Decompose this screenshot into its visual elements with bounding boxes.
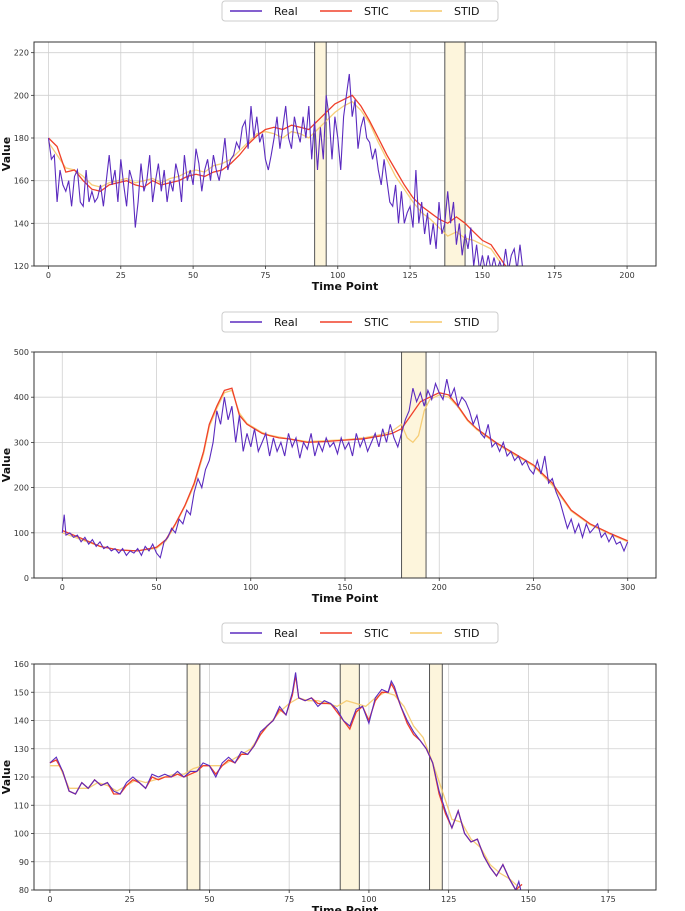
- y-tick-label: 140: [14, 219, 29, 228]
- legend: Real STIC STID: [221, 0, 499, 22]
- legend-box: [221, 311, 499, 333]
- y-tick-label: 200: [14, 91, 29, 100]
- y-tick-label: 80: [19, 886, 29, 895]
- chart-3: 0 25 50 75 100 125 150 175 80 90 100 110 120 130 140 15…: [0, 622, 657, 911]
- x-tick-label: 0: [60, 583, 65, 592]
- legend-label-stic: STIC: [364, 316, 389, 329]
- y-tick-label: 90: [19, 858, 29, 867]
- x-tick-label: 200: [432, 583, 447, 592]
- x-tick-label: 125: [441, 895, 456, 904]
- legend-box: [221, 622, 499, 644]
- y-tick-label: 500: [14, 348, 29, 357]
- series-line-stic: [49, 675, 523, 890]
- y-tick-label: 130: [14, 745, 29, 754]
- highlight-band: [339, 663, 360, 891]
- y-tick-label: 160: [14, 177, 29, 186]
- series-line-real: [61, 378, 629, 559]
- plot-frame: [33, 41, 657, 267]
- legend-box: [221, 0, 499, 22]
- y-tick-label: 0: [24, 574, 29, 583]
- highlight-band: [401, 351, 427, 579]
- y-tick-label: 150: [14, 688, 29, 697]
- series-line-real: [47, 73, 523, 266]
- series-line-stid: [47, 100, 501, 263]
- x-tick-label: 75: [284, 895, 294, 904]
- x-tick-label: 0: [47, 895, 52, 904]
- x-tick-label: 100: [330, 271, 345, 280]
- y-tick-label: 220: [14, 49, 29, 58]
- y-tick-label: 100: [14, 529, 29, 538]
- y-axis-label: Value: [0, 760, 13, 794]
- legend-label-real: Real: [274, 5, 298, 18]
- legend-label-stid: STID: [454, 627, 479, 640]
- x-tick-label: 150: [521, 895, 536, 904]
- x-tick-label: 125: [402, 271, 417, 280]
- series-line-real: [49, 672, 529, 890]
- x-tick-label: 150: [475, 271, 490, 280]
- x-tick-label: 50: [188, 271, 198, 280]
- x-axis-label: Time Point: [312, 904, 379, 911]
- x-tick-label: 175: [601, 895, 616, 904]
- x-tick-label: 0: [46, 271, 51, 280]
- x-tick-label: 175: [547, 271, 562, 280]
- y-tick-label: 400: [14, 393, 29, 402]
- legend-label-real: Real: [274, 627, 298, 640]
- y-tick-label: 180: [14, 134, 29, 143]
- series-line-stic: [48, 94, 507, 266]
- y-axis-label: Value: [0, 137, 13, 171]
- x-tick-label: 50: [151, 583, 161, 592]
- chart-2: 0 50 100 150 200 250 300 0 100 200 300 400 500 Time P…: [0, 311, 657, 605]
- x-tick-label: 250: [526, 583, 541, 592]
- y-tick-label: 160: [14, 660, 29, 669]
- y-tick-label: 120: [14, 773, 29, 782]
- y-tick-label: 300: [14, 438, 29, 447]
- legend-label-stid: STID: [454, 316, 479, 329]
- legend-label-stic: STIC: [364, 5, 389, 18]
- x-tick-label: 200: [619, 271, 634, 280]
- series-line-stic: [62, 387, 628, 552]
- chart-1: 0 25 50 75 100 125 150 175 200 120 140 160 180 200 220…: [0, 0, 657, 293]
- y-tick-label: 120: [14, 262, 29, 271]
- y-tick-label: 200: [14, 484, 29, 493]
- highlight-band: [186, 663, 201, 891]
- x-tick-label: 100: [243, 583, 258, 592]
- x-tick-label: 100: [361, 895, 376, 904]
- x-axis-label: Time Point: [312, 280, 379, 293]
- x-tick-label: 50: [204, 895, 214, 904]
- x-tick-label: 75: [260, 271, 270, 280]
- legend-label-stid: STID: [454, 5, 479, 18]
- legend: Real STIC STID: [221, 622, 499, 644]
- x-axis-label: Time Point: [312, 592, 379, 605]
- x-tick-label: 25: [125, 895, 135, 904]
- x-tick-label: 150: [337, 583, 352, 592]
- y-tick-label: 140: [14, 717, 29, 726]
- legend: Real STIC STID: [221, 311, 499, 333]
- y-axis-label: Value: [0, 448, 13, 482]
- y-tick-label: 100: [14, 830, 29, 839]
- x-tick-label: 25: [116, 271, 126, 280]
- x-tick-label: 300: [620, 583, 635, 592]
- y-tick-label: 110: [14, 801, 29, 810]
- legend-label-real: Real: [274, 316, 298, 329]
- legend-label-stic: STIC: [364, 627, 389, 640]
